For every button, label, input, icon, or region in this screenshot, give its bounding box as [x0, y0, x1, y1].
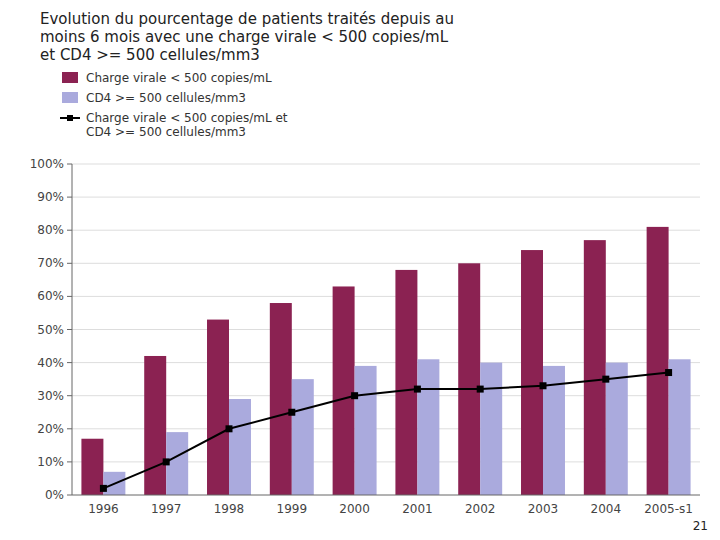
- bar: [417, 359, 439, 495]
- bar-series: [81, 227, 668, 495]
- legend-swatch: [62, 92, 78, 103]
- x-tick-label: 2000: [339, 502, 370, 516]
- y-tick-label: 30%: [37, 389, 64, 403]
- bar: [480, 363, 502, 495]
- legend-item: Charge virale < 500 copies/mL: [62, 71, 272, 85]
- bar: [669, 359, 691, 495]
- legend-label: Charge virale < 500 copies/mL etCD4 >= 5…: [86, 111, 288, 139]
- y-tick: [67, 329, 72, 330]
- x-tick-label: 2002: [465, 502, 496, 516]
- marker: [100, 485, 107, 492]
- marks: [81, 227, 690, 495]
- y-tick: [67, 395, 72, 396]
- page: {"chart_data": { "type": "bar", "title":…: [0, 0, 720, 540]
- x-tick-label: 2004: [591, 502, 622, 516]
- y-tick-label: 10%: [37, 455, 64, 469]
- bar: [458, 263, 480, 495]
- grid-line: [72, 197, 700, 198]
- y-tick-label: 0%: [45, 488, 64, 502]
- y-tick-label: 50%: [37, 323, 64, 337]
- line: [103, 373, 668, 489]
- marker: [414, 386, 421, 393]
- y-tick: [67, 164, 72, 165]
- legend-marker: [67, 115, 73, 121]
- grid-line: [72, 164, 700, 165]
- bar: [292, 379, 314, 495]
- y-tick: [67, 495, 72, 496]
- y-axis: 0% 10% 20% 30% 40% 50% 60% 70% 80% 90% 100%: [30, 157, 700, 502]
- marker: [665, 369, 672, 376]
- bar: [355, 366, 377, 495]
- legend-item: Charge virale < 500 copies/mL etCD4 >= 5…: [60, 111, 288, 139]
- title-line: moins 6 mois avec une charge virale < 50…: [40, 28, 449, 46]
- y-tick-label: 90%: [37, 190, 64, 204]
- x-axis-line: [72, 495, 700, 496]
- y-tick: [67, 263, 72, 264]
- marker: [540, 382, 547, 389]
- y-tick: [67, 428, 72, 429]
- x-axis: 1996 1997 1998 1999 2000 2001 2002 2003 2004 2005…: [88, 502, 693, 516]
- x-tick-label: 2001: [402, 502, 433, 516]
- marker: [288, 409, 295, 416]
- chart: Evolution du pourcentage de patients tra…: [0, 0, 720, 540]
- x-tick-label: 1997: [151, 502, 182, 516]
- legend: Charge virale < 500 copies/mL CD4 >= 500 …: [60, 71, 288, 139]
- title-line: Evolution du pourcentage de patients tra…: [40, 10, 454, 28]
- y-axis-line: [72, 164, 73, 495]
- legend-label-line: CD4 >= 500 cellules/mm3: [86, 125, 246, 139]
- x-tick-label: 1998: [214, 502, 245, 516]
- y-tick-label: 60%: [37, 289, 64, 303]
- title-line: et CD4 >= 500 cellules/mm3: [40, 46, 260, 64]
- bar: [647, 227, 669, 495]
- marker: [477, 386, 484, 393]
- marker: [163, 458, 170, 465]
- x-tick-label: 2005-s1: [644, 502, 693, 516]
- y-tick: [67, 230, 72, 231]
- legend-label: CD4 >= 500 cellules/mm3: [86, 91, 246, 105]
- x-tick-label: 1999: [277, 502, 308, 516]
- grid-line: [72, 230, 700, 231]
- legend-label: Charge virale < 500 copies/mL: [86, 71, 272, 85]
- legend-label-line: CD4 >= 500 cellules/mm3: [86, 91, 246, 105]
- line-series: [100, 369, 672, 492]
- bar: [584, 240, 606, 495]
- marker: [602, 376, 609, 383]
- legend-label-line: Charge virale < 500 copies/mL et: [86, 111, 288, 125]
- y-tick-label: 100%: [30, 157, 64, 171]
- y-tick-label: 20%: [37, 422, 64, 436]
- bar: [144, 356, 166, 495]
- y-tick-label: 40%: [37, 356, 64, 370]
- y-tick-label: 80%: [37, 223, 64, 237]
- bar: [333, 286, 355, 495]
- y-tick: [67, 296, 72, 297]
- title: Evolution du pourcentage de patients tra…: [40, 10, 454, 64]
- annotation: 21: [693, 519, 708, 533]
- y-tick: [67, 197, 72, 198]
- bar: [229, 399, 251, 495]
- x-tick-label: 1996: [88, 502, 119, 516]
- y-tick: [67, 362, 72, 363]
- y-tick-label: 70%: [37, 256, 64, 270]
- bar: [521, 250, 543, 495]
- legend-swatch: [62, 72, 78, 83]
- y-tick: [67, 461, 72, 462]
- marker: [226, 425, 233, 432]
- bar: [395, 270, 417, 495]
- legend-label-line: Charge virale < 500 copies/mL: [86, 71, 272, 85]
- bar: [270, 303, 292, 495]
- bar: [207, 320, 229, 495]
- x-tick-label: 2003: [528, 502, 559, 516]
- bar-series: [103, 359, 690, 495]
- marker: [351, 392, 358, 399]
- legend-item: CD4 >= 500 cellules/mm3: [62, 91, 246, 105]
